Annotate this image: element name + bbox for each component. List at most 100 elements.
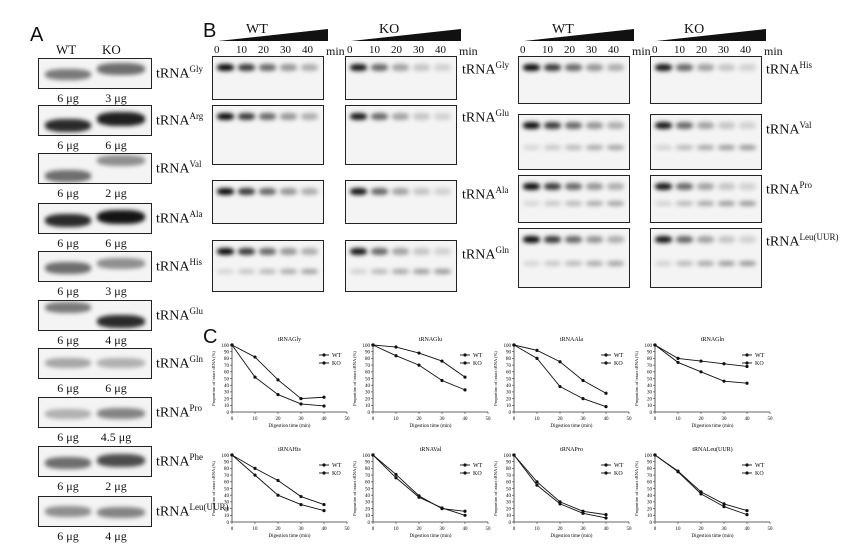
y-tick-label: 0 [650,521,653,526]
data-point-ko [371,343,375,347]
y-tick-label: 80 [365,357,371,362]
blot-b-2-0 [518,56,630,104]
series-line-wt [513,454,607,516]
band-frag [523,201,540,206]
x-tick-label: 0 [654,527,657,532]
band-main [217,248,234,255]
band-ko [97,210,145,224]
legend-label: WT [473,463,483,469]
y-tick-label: 50 [365,487,371,492]
band-main [565,64,582,71]
time-tick: 20 [258,44,269,56]
x-tick-label: 0 [372,527,375,532]
data-point-ko [463,513,467,517]
label-sup: Arg [189,111,204,121]
data-point-ko [417,495,421,499]
label-sup: Glu [495,108,509,118]
legend-marker [322,463,326,467]
y-tick-label: 60 [506,371,512,376]
band-main [739,64,756,71]
y-tick-label: 90 [506,461,512,466]
band-frag [607,201,624,206]
data-point-wt [722,502,726,506]
data-point-ko [722,504,726,509]
band-main [413,248,430,255]
y-tick-label: 80 [365,467,371,472]
band-main [392,188,409,195]
blot-a-gln [38,348,152,379]
band-main [413,188,430,195]
label-sup: His [799,60,812,70]
band-main [280,248,297,255]
amount-wt: 6 μg [57,333,79,347]
data-point-ko [299,502,303,507]
band-main [301,113,318,120]
band-main [350,188,367,195]
y-tick-label: 10 [647,404,653,409]
band-main [371,113,388,120]
y-tick-label: 80 [224,357,230,362]
band-main [607,122,624,129]
data-point-wt [463,375,467,379]
amount-wt: 6 μg [57,529,79,543]
band-main [371,188,388,195]
band-main [544,122,561,129]
x-tick-label: 10 [394,527,400,532]
time-tick: 10 [674,44,685,56]
x-tick-label: 10 [253,527,259,532]
band-main [217,64,234,71]
trna-label-a: tRNAArg [156,111,203,130]
label-base: tRNA [156,454,190,470]
band-main [434,64,451,71]
legend-label: WT [614,463,624,469]
band-frag [607,261,624,266]
band-wt [45,214,91,228]
y-tick-label: 30 [224,501,230,506]
x-tick-label: 0 [513,417,516,422]
data-point-wt [745,364,749,369]
legend-label: KO [755,471,764,477]
amount-ko: 6 μg [105,381,127,395]
series-line-ko [654,454,748,516]
time-tick: 40 [608,44,619,56]
legend-label: WT [473,353,483,359]
data-point-wt [253,466,257,470]
band-main [350,113,367,120]
x-tick-label: 20 [276,417,282,422]
band-frag [413,269,430,274]
amount-ko: 2 μg [105,186,127,200]
y-tick-label: 30 [365,391,371,396]
amount-ko: 4.5 μg [100,430,132,444]
data-point-ko [512,343,516,347]
wedge-shape [524,29,634,41]
band-main [371,64,388,71]
band-main [739,183,756,190]
label-sup: Val [799,120,812,130]
label-sup: Gln [189,354,203,364]
x-tick-label: 30 [581,417,587,422]
y-tick-label: 70 [506,474,512,479]
data-point-ko [558,384,562,389]
band-wt [45,119,91,133]
data-point-ko [322,404,326,408]
y-tick-label: 50 [647,377,653,382]
amount-wt: 6 μg [57,236,79,250]
band-main [259,248,276,255]
legend-label: WT [755,463,765,469]
chart-title: tRNALeu(UUR) [692,446,732,453]
data-point-ko [699,370,703,374]
y-tick-label: 60 [224,481,230,486]
x-tick-label: 50 [486,417,492,422]
blot-b-3-3 [650,228,762,288]
y-tick-label: 40 [506,494,512,499]
time-tick: 30 [280,44,291,56]
y-tick-label: 80 [506,357,512,362]
band-main [586,236,603,243]
y-tick-label: 10 [365,404,371,409]
band-main [607,236,624,243]
unit-label: min [326,44,345,58]
data-point-ko [371,453,375,457]
y-axis-label: Proportion of intact tRNA (%) [352,351,357,406]
